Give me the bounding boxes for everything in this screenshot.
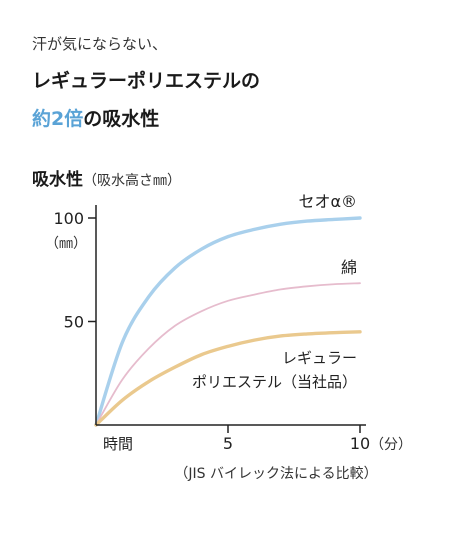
headline-line-2: レギュラーポリエステルの <box>32 70 261 92</box>
x-axis-label: 時間 <box>103 435 133 453</box>
x-axis-unit: （分） <box>370 437 412 453</box>
x-tick-label: 10 <box>350 434 370 453</box>
series-line-1 <box>95 282 361 426</box>
headline-line-1: 汗が気にならない、 <box>32 35 168 53</box>
series-label-seo-alpha: セオα® <box>298 192 357 211</box>
headline-accent: 約2倍 <box>32 108 84 130</box>
series-label-regular-polyester-line2: ポリエステル（当社品） <box>192 373 357 391</box>
series-label-regular-polyester-line1: レギュラー <box>282 349 357 367</box>
chart-title-note: （吸水高さ㎜） <box>83 172 181 189</box>
y-axis-unit: （㎜） <box>45 236 87 252</box>
y-tick-label: 100 <box>53 209 84 228</box>
series-label-cotton: 綿 <box>341 258 357 277</box>
comparison-note: （JIS バイレック法による比較） <box>174 466 377 482</box>
axis-ticks: 50 100 5 10 <box>53 209 370 453</box>
y-tick-label: 50 <box>64 313 84 332</box>
series-line-0 <box>94 216 362 427</box>
x-tick-label: 5 <box>223 434 233 453</box>
series-line-2 <box>94 330 362 427</box>
series-lines <box>94 216 362 427</box>
headline-rest: の吸水性 <box>83 108 160 130</box>
chart-title: 吸水性（吸水高さ㎜） <box>32 169 181 190</box>
headline-line-3: 約2倍の吸水性 <box>32 104 159 131</box>
